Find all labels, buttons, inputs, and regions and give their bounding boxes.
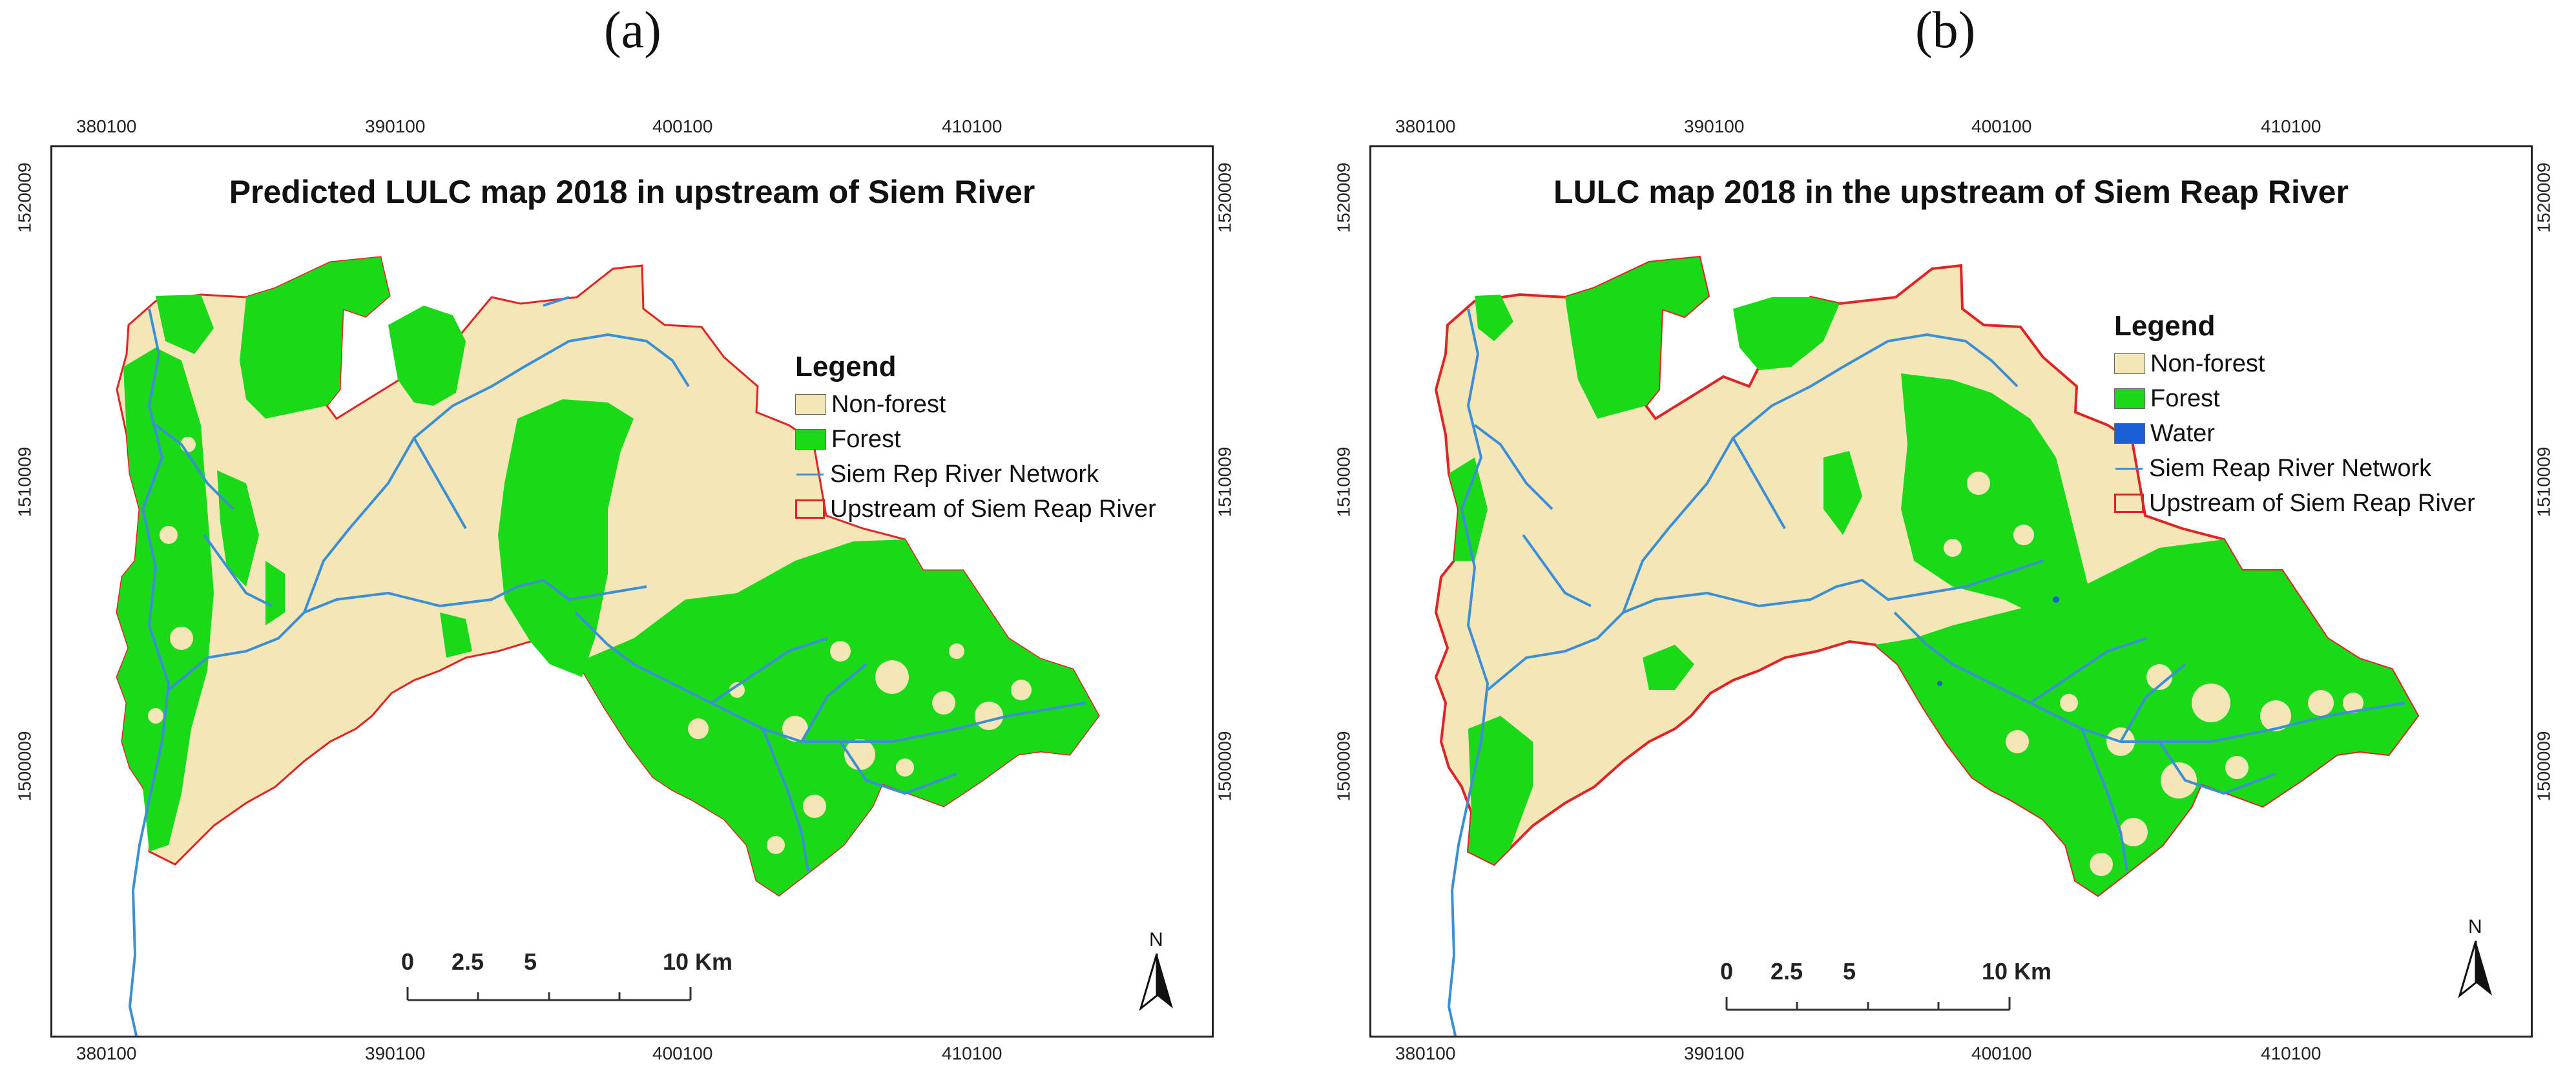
x-tick-top: 410100 [942, 116, 1002, 136]
legend-item-water: Water [2114, 416, 2475, 451]
legend-item-non-forest: Non-forest [795, 387, 1156, 422]
legend-item-river-network: Siem Rep River Network [795, 457, 1156, 492]
y-tick-right: 1510009 [2533, 446, 2554, 517]
legend-item-forest: Forest [2114, 381, 2475, 416]
x-tick-bottom: 390100 [365, 1043, 426, 1063]
legend-title: Legend [2114, 310, 2216, 342]
legend-item-upstream-boundary: Upstream of Siem Reap River [2114, 486, 2475, 521]
y-tick-left: 1500009 [14, 731, 35, 802]
legend-title: Legend [795, 351, 897, 382]
x-tick-top: 380100 [1395, 116, 1456, 136]
river-network [1447, 308, 2405, 1036]
y-tick-left: 1510009 [1333, 446, 1354, 517]
panel-b-scale-bar: 0 2.5 5 10 Km [1720, 958, 2052, 1011]
y-tick-left: 1520009 [1333, 162, 1354, 233]
x-tick-top: 390100 [1684, 116, 1745, 136]
north-arrow-icon: N [1137, 929, 1176, 1012]
x-tick-bottom: 380100 [76, 1043, 137, 1063]
panel-b-map-svg [1434, 255, 2420, 1036]
x-tick-bottom: 400100 [652, 1043, 713, 1063]
y-tick-left: 1520009 [14, 162, 35, 233]
forest-areas [1449, 257, 2418, 895]
x-tick-top: 400100 [1971, 116, 2032, 136]
river-network [128, 296, 1086, 1036]
panel-a-map-svg [116, 256, 1100, 1036]
nonforest-speckles [1944, 472, 2363, 876]
legend-item-river-network: Siem Reap River Network [2114, 451, 2475, 486]
panel-b-label: (b) [1915, 2, 1976, 59]
x-tick-top: 380100 [76, 116, 137, 136]
forest-areas [117, 257, 1099, 895]
y-tick-right: 1520009 [2533, 162, 2554, 233]
legend-item-upstream-boundary: Upstream of Siem Reap River [795, 492, 1156, 527]
panel-a-legend: Legend Non-forest Forest Siem Rep River … [795, 351, 1156, 527]
y-tick-left: 1500009 [1333, 731, 1354, 802]
x-tick-bottom: 390100 [1684, 1043, 1745, 1063]
x-tick-bottom: 380100 [1395, 1043, 1456, 1063]
panel-b-title: LULC map 2018 in the upstream of Siem Re… [1553, 174, 2349, 210]
x-tick-top: 400100 [652, 116, 713, 136]
legend-item-forest: Forest [795, 422, 1156, 457]
nonforest-speckles [148, 437, 1032, 854]
y-tick-left: 1510009 [14, 446, 35, 517]
water-bodies [1937, 596, 2059, 686]
x-tick-top: 390100 [365, 116, 426, 136]
panel-a-map: Predicted LULC map 2018 in upstream of S… [50, 145, 1214, 1038]
x-tick-bottom: 410100 [942, 1043, 1002, 1063]
panel-b-legend: Legend Non-forest Forest Water Siem Reap… [2114, 310, 2475, 521]
x-tick-top: 410100 [2261, 116, 2322, 136]
legend-item-non-forest: Non-forest [2114, 346, 2475, 381]
panel-b-map: LULC map 2018 in the upstream of Siem Re… [1369, 145, 2533, 1038]
y-tick-right: 1510009 [1214, 446, 1235, 517]
y-tick-right: 1520009 [1214, 162, 1235, 233]
north-arrow-icon: N [2457, 916, 2495, 1000]
x-tick-bottom: 410100 [2261, 1043, 2322, 1063]
y-tick-right: 1500009 [1214, 731, 1235, 802]
panel-a-scale-bar: 0 2.5 5 10 Km [401, 948, 733, 1001]
panel-a-title: Predicted LULC map 2018 in upstream of S… [229, 174, 1035, 210]
y-tick-right: 1500009 [2533, 731, 2554, 802]
panel-a-label: (a) [604, 2, 661, 59]
x-tick-bottom: 400100 [1971, 1043, 2032, 1063]
